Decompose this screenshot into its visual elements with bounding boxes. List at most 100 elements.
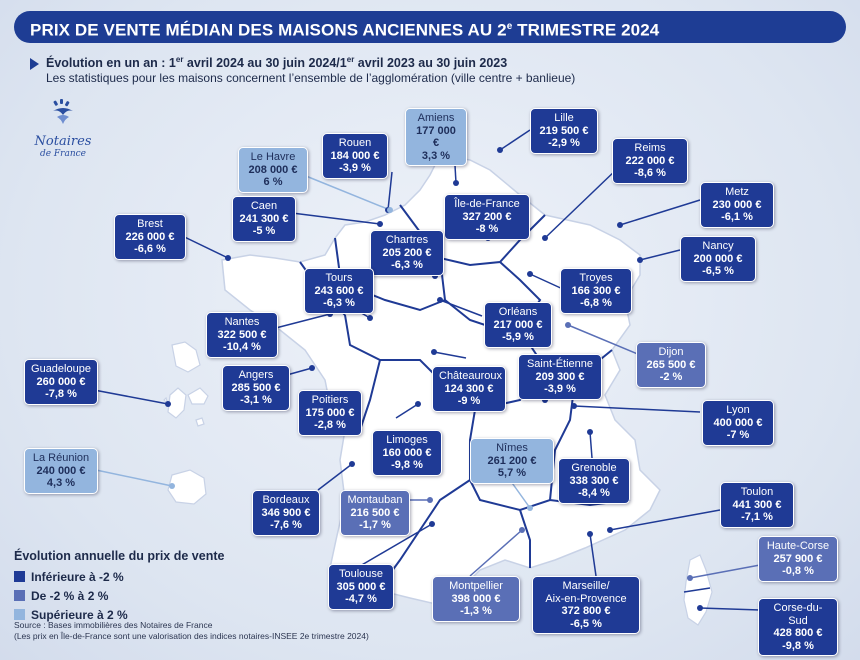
city-label-dijon: Dijon 265 500 € -2 % (636, 342, 706, 388)
city-change: -6,1 % (721, 211, 753, 223)
subtitle-note: Les statistiques pour les maisons concer… (46, 71, 576, 85)
legend-swatch (14, 571, 25, 582)
city-price: 265 500 € (646, 358, 696, 371)
city-change: -6,5 % (702, 265, 734, 277)
city-label-troyes: Troyes 166 300 € -6,8 % (560, 268, 632, 314)
city-change: -2,8 % (314, 419, 346, 431)
city-label-montauban: Montauban 216 500 € -1,7 % (340, 490, 410, 536)
legend-item: Inférieure à -2 % (14, 567, 224, 586)
city-price: 260 000 € (36, 375, 86, 388)
city-change: -7,6 % (270, 519, 302, 531)
city-price: 226 000 € (125, 230, 175, 243)
city-label-montpellier: Montpellier 398 000 € -1,3 % (432, 576, 520, 622)
page-title: PRIX DE VENTE MÉDIAN DES MAISONS ANCIENN… (14, 11, 846, 43)
city-name: Dijon (658, 346, 684, 358)
city-change: -3,1 % (240, 394, 272, 406)
city-change: -8,4 % (578, 487, 610, 499)
legend: Évolution annuelle du prix de vente Infé… (14, 549, 224, 624)
city-label-idf: Île-de-France 327 200 € -8 % (444, 194, 530, 240)
notaires-logo: Notaires de France (28, 97, 98, 159)
city-name: Haute-Corse (766, 540, 830, 552)
city-price: 124 300 € (444, 382, 494, 395)
city-price: 305 000 € (336, 580, 386, 593)
source-note: Source : Bases immobilières des Notaires… (14, 620, 369, 641)
city-name: Lille (554, 112, 574, 124)
city-label-saintetienne: Saint-Étienne 209 300 € -3,9 % (518, 354, 602, 400)
city-label-caen: Caen 241 300 € -5 % (232, 196, 296, 242)
city-change: -6,3 % (323, 297, 355, 309)
city-name: Marseille/ Aix-en-Provence (545, 580, 627, 605)
city-change: -1,3 % (460, 605, 492, 617)
city-name: Orléans (498, 306, 538, 318)
city-label-nancy: Nancy 200 000 € -6,5 % (680, 236, 756, 282)
city-price: 346 900 € (261, 506, 311, 519)
city-name: Amiens (417, 112, 455, 124)
city-price: 175 000 € (305, 406, 355, 419)
logo-subname: de France (39, 149, 87, 159)
bullet-arrow-icon (30, 58, 39, 70)
city-change: -10,4 % (223, 341, 261, 353)
city-price: 398 000 € (451, 592, 501, 605)
city-price: 257 900 € (773, 552, 823, 565)
city-name: Montauban (347, 494, 403, 506)
city-price: 240 000 € (36, 464, 86, 477)
city-label-toulouse: Toulouse 305 000 € -4,7 % (328, 564, 394, 610)
city-name: Poitiers (311, 394, 349, 406)
city-name: Corse-du-Sud (773, 602, 823, 627)
city-change: -6,3 % (391, 259, 423, 271)
city-price: 160 000 € (382, 446, 432, 459)
city-label-bordeaux: Bordeaux 346 900 € -7,6 % (252, 490, 320, 536)
city-label-angers: Angers 285 500 € -3,1 % (222, 365, 290, 411)
city-price: 217 000 € (493, 318, 543, 331)
city-price: 338 300 € (569, 474, 619, 487)
city-price: 230 000 € (712, 198, 762, 211)
city-label-brest: Brest 226 000 € -6,6 % (114, 214, 186, 260)
subtitle: Évolution en un an : 1er avril 2024 au 3… (46, 55, 508, 71)
legend-item: De -2 % à 2 % (14, 586, 224, 605)
city-change: -8,6 % (634, 167, 666, 179)
city-price: 372 800 € (561, 605, 611, 617)
city-name: Nantes (224, 316, 260, 328)
city-name: Île-de-France (454, 198, 520, 210)
notaires-logo-icon (53, 99, 73, 124)
city-name: Saint-Étienne (526, 358, 594, 370)
city-change: -7,1 % (741, 511, 773, 523)
city-label-grenoble: Grenoble 338 300 € -8,4 % (558, 458, 630, 504)
city-label-chateauroux: Châteauroux 124 300 € -9 % (432, 366, 506, 412)
city-label-metz: Metz 230 000 € -6,1 % (700, 182, 774, 228)
city-change: 6 % (263, 176, 283, 188)
guadeloupe-north-shape (171, 341, 201, 373)
city-label-lyon: Lyon 400 000 € -7 % (702, 400, 774, 446)
city-change: -5 % (252, 225, 276, 237)
city-name: Nancy (702, 240, 734, 252)
city-change: 4,3 % (46, 477, 76, 489)
city-name: Châteauroux (439, 370, 502, 382)
city-change: -6,6 % (134, 243, 166, 255)
city-label-orleans: Orléans 217 000 € -5,9 % (484, 302, 552, 348)
city-change: -6,8 % (580, 297, 612, 309)
city-price: 216 500 € (350, 506, 400, 519)
city-label-lehavre: Le Havre 208 000 €6 % (238, 147, 308, 193)
city-label-reunion: La Réunion 240 000 €4,3 % (24, 448, 98, 494)
city-name: Tours (325, 272, 353, 284)
city-change: 5,7 % (497, 467, 527, 479)
city-change: -4,7 % (345, 593, 377, 605)
city-change: -0,8 % (782, 565, 814, 577)
city-change: -6,5 % (570, 617, 602, 630)
city-name: La Réunion (32, 452, 90, 464)
city-label-tours: Tours 243 600 € -6,3 % (304, 268, 374, 314)
legend-swatch (14, 609, 25, 620)
city-price: 285 500 € (231, 381, 281, 394)
city-price: 219 500 € (539, 124, 589, 137)
city-label-corsedusud: Corse-du-Sud 428 800 € -9,8 % (758, 598, 838, 656)
city-price: 222 000 € (625, 154, 675, 167)
city-name: Angers (238, 369, 274, 381)
city-name: Troyes (579, 272, 613, 284)
legend-title: Évolution annuelle du prix de vente (14, 549, 225, 563)
city-price: 441 300 € (732, 498, 782, 511)
city-label-marseille: Marseille/ Aix-en-Provence 372 800 € -6,5 … (532, 576, 640, 634)
city-price: 261 200 € (487, 454, 537, 467)
city-label-nantes: Nantes 322 500 € -10,4 % (206, 312, 278, 358)
city-name: Limoges (386, 434, 428, 446)
